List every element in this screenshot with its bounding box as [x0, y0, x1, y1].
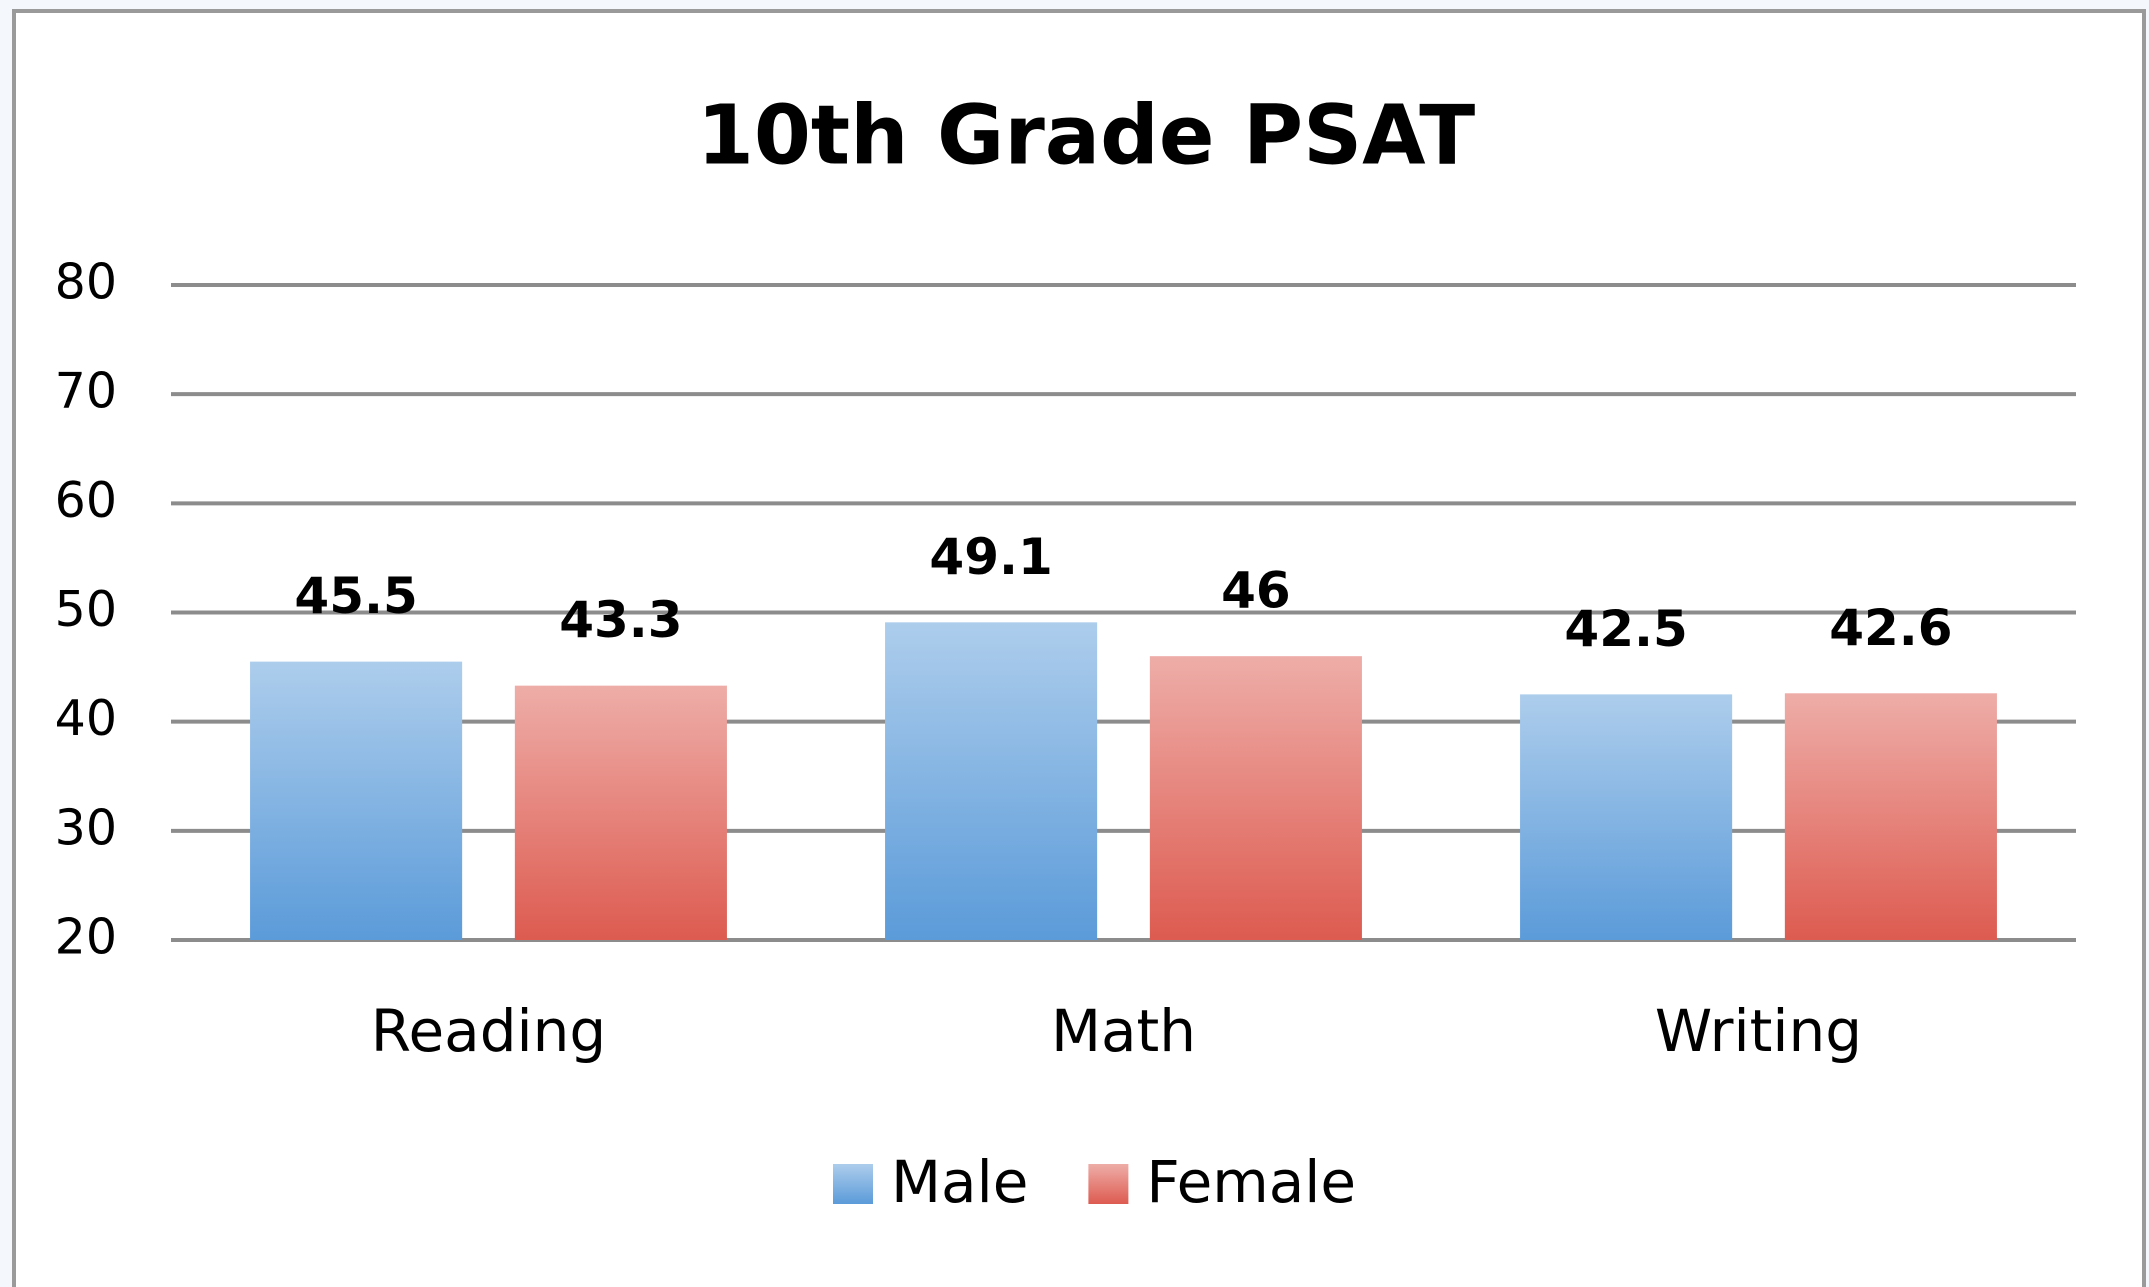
- y-tick-label: 70: [55, 363, 117, 420]
- legend-label: Male: [891, 1148, 1028, 1216]
- data-label: 46: [1221, 562, 1291, 620]
- y-tick-label: 50: [55, 581, 117, 638]
- bar: [1784, 693, 1997, 940]
- bar: [1520, 694, 1733, 940]
- chart-title: 10th Grade PSAT: [697, 88, 1475, 183]
- y-tick-label: 20: [55, 909, 117, 966]
- bar: [250, 661, 463, 940]
- x-tick-label: Reading: [371, 997, 606, 1065]
- data-label: 42.5: [1564, 600, 1687, 658]
- y-tick-label: 30: [55, 799, 117, 856]
- legend: Male Female: [833, 1148, 1356, 1216]
- data-label: 49.1: [929, 528, 1052, 586]
- bar: [514, 685, 727, 940]
- legend-swatch: [833, 1164, 873, 1204]
- legend-swatch: [1088, 1164, 1129, 1204]
- bar: [885, 622, 1098, 940]
- y-tick-label: 80: [55, 254, 117, 311]
- x-tick-label: Writing: [1655, 997, 1862, 1065]
- bar: [1149, 656, 1362, 940]
- data-label: 43.3: [559, 591, 682, 649]
- data-label: 42.6: [1829, 599, 1952, 657]
- y-tick-label: 40: [55, 690, 117, 747]
- data-label: 45.5: [294, 567, 417, 625]
- x-tick-label: Math: [1051, 997, 1196, 1065]
- y-tick-label: 60: [55, 472, 117, 529]
- legend-label: Female: [1146, 1148, 1356, 1216]
